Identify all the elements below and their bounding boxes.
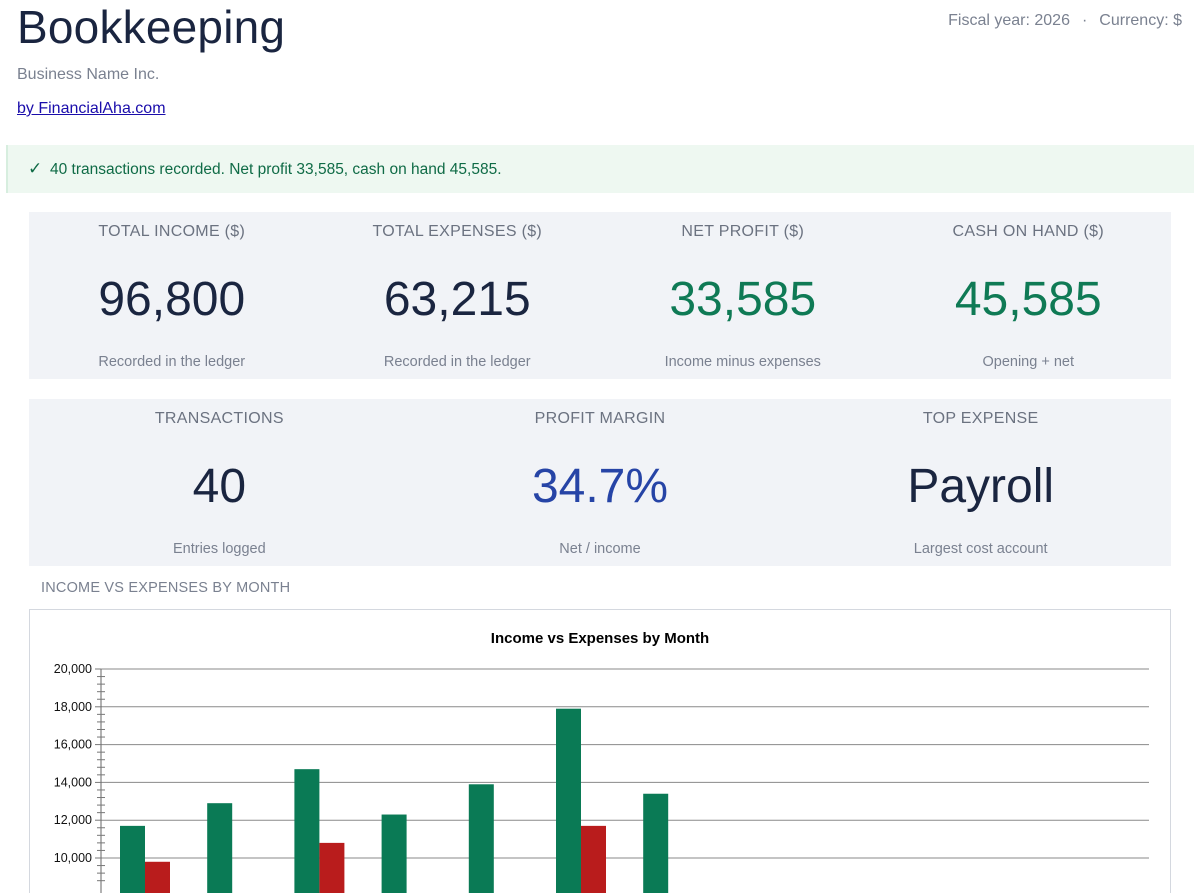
kpi-label: NET PROFIT ($) — [681, 223, 805, 240]
kpi-profit-margin: PROFIT MARGIN 34.7% Net / income — [410, 399, 791, 566]
kpi-label: TRANSACTIONS — [154, 410, 284, 427]
header-meta: Fiscal year: 2026 · Currency: $ — [948, 12, 1182, 30]
kpi-value: Payroll — [907, 460, 1055, 513]
kpi-subtext: Income minus expenses — [664, 354, 821, 370]
kpi-value: 34.7% — [531, 460, 669, 513]
meta-separator: · — [1081, 12, 1088, 29]
chart-canvas: Income vs Expenses by Month 20,000 18,000… — [54, 630, 1149, 893]
y-tick-label: 14,000 — [54, 775, 92, 789]
kpi-net-profit: NET PROFIT ($) 33,585 Income minus expen… — [600, 212, 886, 379]
income-bar — [643, 793, 669, 893]
kpi-label: TOTAL EXPENSES ($) — [372, 223, 543, 240]
y-tick-label: 10,000 — [54, 851, 92, 865]
y-tick-label: 20,000 — [54, 662, 92, 676]
kpi-label: TOP EXPENSE — [922, 410, 1039, 427]
income-bar — [468, 784, 494, 893]
status-message: 40 transactions recorded. Net profit 33,… — [50, 161, 502, 178]
checkmark-icon: ✓ — [28, 159, 43, 178]
expense-bar — [319, 842, 345, 893]
kpi-value: 63,215 — [383, 273, 531, 326]
income-bar — [120, 825, 145, 893]
y-tick-label: 12,000 — [54, 813, 92, 827]
income-bar — [381, 814, 407, 893]
kpi-total-income: TOTAL INCOME ($) 96,800 Recorded in the … — [29, 212, 315, 379]
kpi-value: 45,585 — [954, 273, 1102, 326]
chart-bars — [120, 708, 669, 893]
kpi-subtext: Recorded in the ledger — [383, 354, 531, 370]
status-banner: ✓ 40 transactions recorded. Net profit 3… — [6, 145, 1194, 193]
chart-y-axis: 20,000 18,000 16,000 14,000 12,000 10,000 — [54, 662, 105, 893]
kpi-total-expenses: TOTAL EXPENSES ($) 63,215 Recorded in th… — [315, 212, 601, 379]
y-tick-label: 18,000 — [54, 700, 92, 714]
income-bar — [294, 769, 320, 893]
business-name: Business Name Inc. — [17, 66, 160, 83]
byline-link[interactable]: by FinancialAha.com — [17, 100, 166, 117]
section-title: INCOME VS EXPENSES BY MONTH — [41, 580, 291, 596]
kpi-subtext: Recorded in the ledger — [98, 354, 246, 370]
kpi-cash-on-hand: CASH ON HAND ($) 45,585 Opening + net — [886, 212, 1172, 379]
currency: Currency: $ — [1099, 12, 1182, 29]
fiscal-year: Fiscal year: 2026 — [948, 12, 1070, 29]
kpi-subtext: Largest cost account — [913, 541, 1048, 557]
kpi-value: 33,585 — [669, 273, 817, 326]
income-bar — [207, 803, 233, 893]
kpi-label: PROFIT MARGIN — [534, 410, 666, 427]
kpi-label: TOTAL INCOME ($) — [98, 223, 246, 240]
kpi-subtext: Entries logged — [172, 541, 266, 557]
kpi-top-expense: TOP EXPENSE Payroll Largest cost account — [790, 399, 1171, 566]
kpi-value: 96,800 — [98, 273, 246, 326]
kpi-subtext: Opening + net — [982, 354, 1074, 370]
page-title: Bookkeeping — [17, 1, 286, 53]
chart-title: Income vs Expenses by Month — [491, 630, 709, 647]
chart-gridlines — [101, 668, 1149, 859]
kpi-value: 40 — [192, 460, 247, 513]
income-bar — [556, 708, 581, 893]
kpi-row-primary: TOTAL INCOME ($) 96,800 Recorded in the … — [29, 212, 1171, 379]
kpi-transactions: TRANSACTIONS 40 Entries logged — [29, 399, 410, 566]
y-tick-label: 16,000 — [54, 738, 92, 752]
kpi-subtext: Net / income — [559, 541, 641, 557]
income-expense-chart: Income vs Expenses by Month 20,000 18,000… — [29, 609, 1171, 893]
expense-bar — [581, 825, 606, 893]
kpi-label: CASH ON HAND ($) — [952, 223, 1104, 240]
expense-bar — [145, 861, 170, 893]
kpi-row-secondary: TRANSACTIONS 40 Entries logged PROFIT MA… — [29, 399, 1171, 566]
